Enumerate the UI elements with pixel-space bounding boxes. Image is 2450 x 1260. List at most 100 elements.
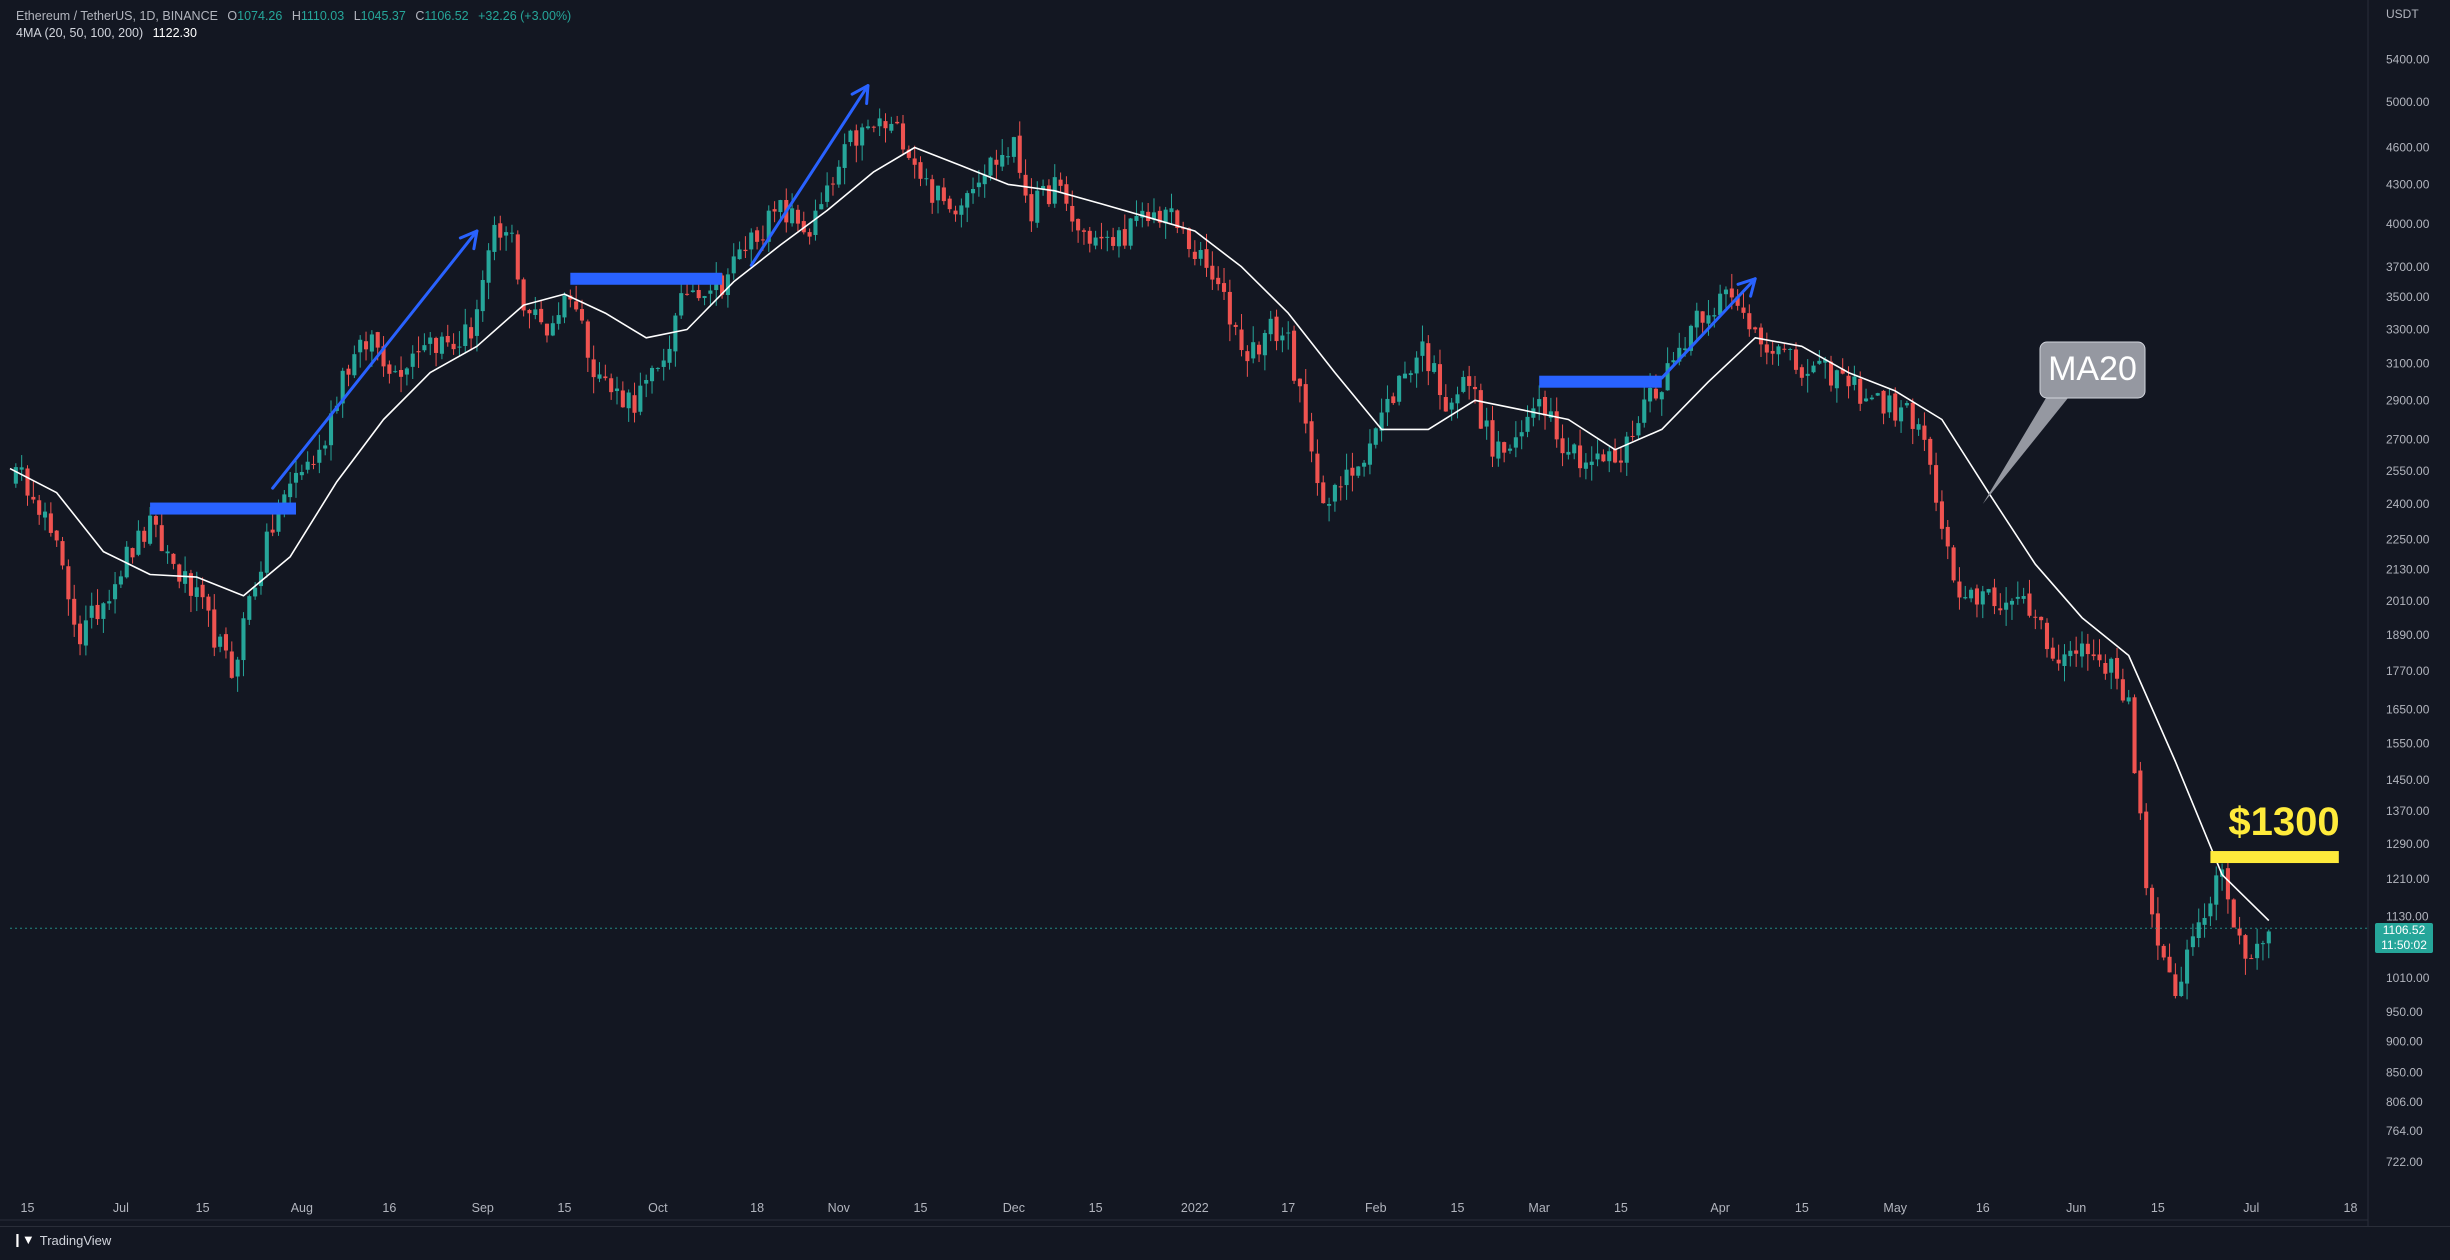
candle-body [819,204,824,210]
candle-body [54,530,59,541]
candle-body [1251,342,1256,359]
candle-body [1373,428,1378,445]
candle-body [1362,462,1367,467]
ma-legend[interactable]: 4MA (20, 50, 100, 200) 1122.30 [16,25,571,42]
candle-body [1718,293,1723,316]
candle-body [1496,441,1501,459]
candle-body [889,123,894,131]
candle-body [1828,361,1834,386]
y-tick-label: 1290.00 [2386,837,2430,851]
candle-body [708,290,713,294]
candle-body [772,209,777,212]
candle-body [1227,291,1232,325]
candle-body [626,392,631,409]
candle-body [1502,442,1507,453]
candle-body [702,296,707,299]
trend-arrow-line [1660,277,1757,380]
high-value: 1110.03 [300,9,345,23]
candle-body [235,659,240,677]
x-tick-label: Apr [1710,1201,1729,1215]
candle-body [171,553,176,564]
trend-arrow-head [1736,277,1757,298]
candle-body [264,531,269,573]
candle-body [1893,393,1898,421]
candle-body [638,385,643,412]
candle-body [2120,679,2125,701]
candle-body [1852,376,1857,385]
candle-body [1280,335,1285,341]
y-tick-label: 3100.00 [2386,357,2430,371]
chart-footer [0,1226,2450,1256]
candle-body [2185,949,2190,984]
candle-body [1455,394,1460,404]
candle-body [492,224,497,252]
candle-body [2260,943,2265,945]
candle-body [1823,359,1828,363]
candle-body [1338,486,1343,488]
candle-body [1169,208,1174,213]
candle-body [1478,390,1483,429]
tradingview-logo[interactable]: ❙▼ TradingView [12,1232,111,1248]
candle-body [142,530,147,542]
candle-body [1309,421,1314,452]
candle-body [1449,402,1454,410]
high-label: H [291,9,301,23]
candle-body [649,367,655,382]
x-tick-label: 2022 [1181,1201,1209,1215]
candle-body [2225,868,2230,900]
x-tick-label: May [1883,1201,1907,1215]
x-tick-label: Jun [2066,1201,2086,1215]
candle-body [416,351,421,353]
y-tick-label: 3300.00 [2386,322,2430,336]
candle-body [159,525,164,552]
candle-body [614,388,620,392]
x-tick-label: 15 [1451,1201,1465,1215]
candle-body [562,295,567,318]
candle-body [2044,622,2050,650]
candle-body [982,174,987,185]
symbol-title[interactable]: Ethereum / TetherUS, 1D, BINANCE [16,9,218,23]
candle-body [667,348,672,363]
candle-body [1712,315,1717,317]
candle-body [1869,397,1874,400]
candle-body [749,232,754,250]
candle-body [2074,650,2079,654]
candle-body [1630,435,1635,437]
x-tick-label: 15 [558,1201,572,1215]
candle-body [1881,390,1886,414]
candle-body [1274,316,1279,342]
y-tick-label: 1650.00 [2386,702,2430,716]
candle-body [2114,657,2120,679]
candle-body [1297,378,1302,387]
y-tick-label: 2900.00 [2386,393,2430,407]
candle-body [1134,216,1139,221]
candle-body [352,354,357,376]
candle-body [1963,597,1968,599]
candle-body [2126,697,2131,702]
candle-body [2050,647,2055,659]
candle-body [1992,587,1997,607]
candle-body [1858,378,1863,404]
candle-body [1076,218,1081,231]
candle-body [1899,407,1904,422]
candle-body [1017,135,1022,173]
candle-body [1023,174,1028,196]
candle-body [486,250,491,283]
candle-body [463,324,468,346]
tradingview-logo-icon: ❙▼ [12,1232,35,1247]
candle-body [451,343,456,350]
candle-body [1659,392,1664,400]
candle-body [1245,351,1250,362]
candle-body [848,130,853,143]
candle-body [1811,365,1816,373]
candle-body [130,548,135,558]
candle-body [1519,432,1524,437]
candle-body [1262,332,1267,356]
candle-body [445,336,450,343]
x-tick-label: 15 [1089,1201,1103,1215]
candle-body [124,546,129,578]
current-price-value: 1106.52 [2382,923,2426,937]
candle-body [1998,608,2003,611]
